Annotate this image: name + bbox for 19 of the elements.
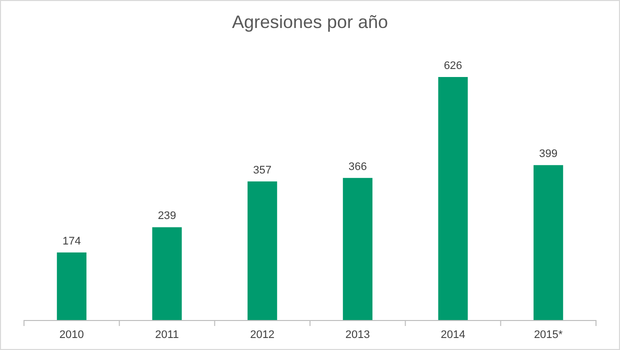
bar [248,181,278,320]
chart-title: Agresiones por año [232,12,388,32]
bar [342,178,372,320]
bar [438,77,468,320]
x-tick-label: 2012 [250,329,275,341]
data-label: 626 [444,60,462,72]
x-tick-label: 2011 [155,329,179,341]
bar [152,227,182,320]
x-tick-label: 2010 [59,329,84,341]
bar [534,165,564,320]
bar [56,252,86,320]
data-label: 357 [253,164,272,176]
data-label: 239 [158,210,176,222]
x-tick-label: 2014 [440,329,466,341]
data-label: 366 [348,160,367,173]
x-tick-label: 2013 [345,329,370,341]
x-tick-label: 2015* [534,329,564,341]
data-label: 399 [539,148,558,160]
data-label: 174 [62,235,81,248]
